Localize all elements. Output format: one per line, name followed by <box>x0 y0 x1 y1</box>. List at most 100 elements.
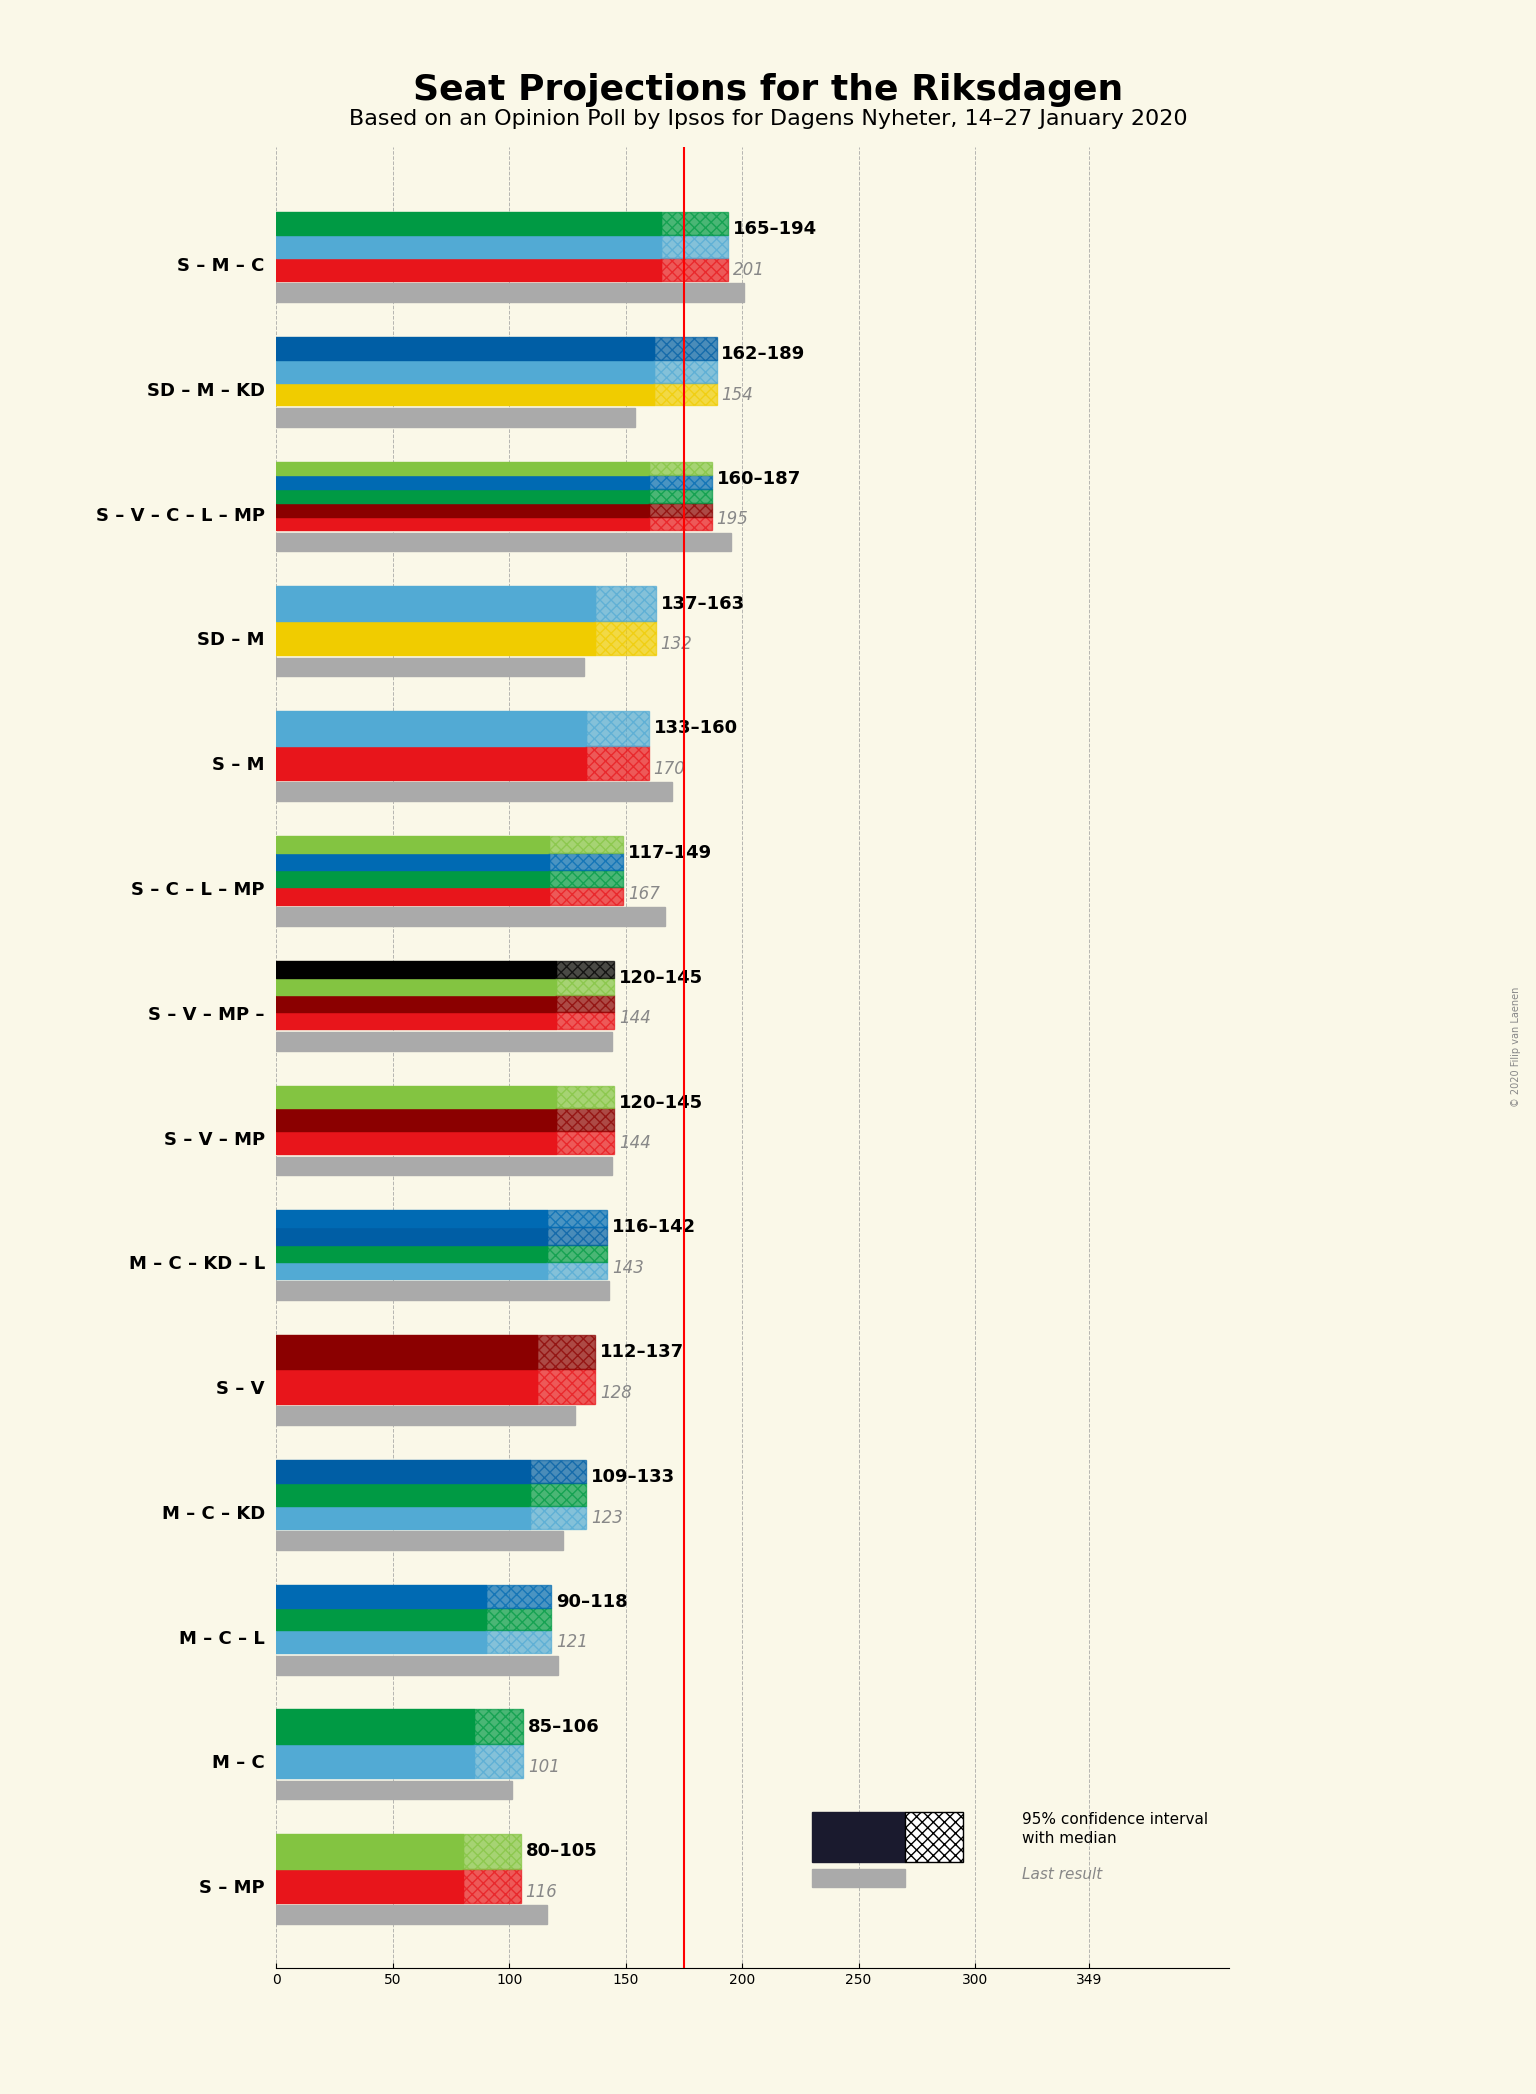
Text: 201: 201 <box>733 262 765 279</box>
Bar <box>276 1282 610 1300</box>
Bar <box>547 1227 607 1244</box>
Bar <box>485 1631 551 1654</box>
Bar <box>530 1460 587 1483</box>
Bar <box>276 1483 530 1506</box>
Bar <box>650 503 711 517</box>
Bar <box>538 1336 596 1369</box>
Bar <box>276 408 634 427</box>
Bar <box>276 907 665 926</box>
Bar <box>556 1085 614 1108</box>
Bar <box>276 517 650 530</box>
Bar <box>276 490 650 503</box>
Bar <box>538 1369 596 1403</box>
Text: 80–105: 80–105 <box>525 1843 598 1859</box>
Bar <box>276 978 556 995</box>
Text: S – M – C: S – M – C <box>178 258 264 274</box>
Bar <box>276 1336 538 1369</box>
Bar <box>276 1585 485 1608</box>
Bar <box>276 1263 547 1279</box>
Bar <box>276 1608 485 1631</box>
Bar <box>276 995 556 1011</box>
Bar <box>462 1868 521 1903</box>
Text: 133–160: 133–160 <box>654 720 737 737</box>
Bar <box>530 1483 587 1506</box>
Text: 85–106: 85–106 <box>528 1717 599 1736</box>
Text: SD – M: SD – M <box>197 632 264 649</box>
Text: S – V: S – V <box>217 1380 264 1399</box>
Bar <box>548 836 624 852</box>
Bar <box>596 586 656 620</box>
Text: with median: with median <box>1021 1830 1117 1847</box>
Bar <box>475 1744 524 1778</box>
Bar <box>660 235 728 258</box>
Bar <box>276 1531 562 1550</box>
Bar <box>276 1656 558 1675</box>
Text: 123: 123 <box>591 1508 622 1527</box>
Bar <box>587 712 650 745</box>
Bar <box>556 995 614 1011</box>
Text: 137–163: 137–163 <box>660 595 745 614</box>
Bar <box>276 235 660 258</box>
Bar <box>475 1709 524 1744</box>
Bar <box>276 1369 538 1403</box>
Text: Last result: Last result <box>1021 1868 1101 1883</box>
Bar <box>547 1244 607 1263</box>
Text: SD – M – KD: SD – M – KD <box>147 381 264 400</box>
Bar <box>485 1608 551 1631</box>
Bar <box>276 783 673 802</box>
Text: 117–149: 117–149 <box>628 844 713 863</box>
Bar <box>276 1156 611 1175</box>
Bar <box>587 745 650 779</box>
Bar <box>276 1709 475 1744</box>
Bar <box>654 360 717 383</box>
Text: 170: 170 <box>654 760 685 777</box>
Bar <box>276 712 587 745</box>
Bar <box>276 1085 556 1108</box>
Text: 116–142: 116–142 <box>611 1219 696 1235</box>
Bar <box>276 1631 485 1654</box>
Bar <box>276 532 731 551</box>
Bar <box>556 1108 614 1131</box>
Bar <box>905 1813 963 1862</box>
Text: 154: 154 <box>722 385 753 404</box>
Text: S – M: S – M <box>212 756 264 775</box>
Bar <box>276 745 587 779</box>
Bar <box>276 1868 462 1903</box>
Text: 90–118: 90–118 <box>556 1594 628 1610</box>
Text: 162–189: 162–189 <box>722 346 805 362</box>
Bar <box>276 503 650 517</box>
Bar <box>556 1011 614 1030</box>
Bar <box>276 1780 511 1799</box>
Bar <box>276 1244 547 1263</box>
Text: S – V – MP –: S – V – MP – <box>149 1005 264 1024</box>
Bar <box>660 258 728 281</box>
Text: Based on an Opinion Poll by Ipsos for Dagens Nyheter, 14–27 January 2020: Based on an Opinion Poll by Ipsos for Da… <box>349 109 1187 130</box>
Bar <box>548 871 624 888</box>
Text: M – C – KD: M – C – KD <box>161 1506 264 1522</box>
Bar <box>276 211 660 235</box>
Text: 112–137: 112–137 <box>601 1342 684 1361</box>
Bar <box>650 475 711 490</box>
Bar <box>276 360 654 383</box>
Text: 120–145: 120–145 <box>619 970 703 986</box>
Bar <box>276 658 584 676</box>
Bar <box>276 1744 475 1778</box>
Text: M – C: M – C <box>212 1755 264 1772</box>
Text: 165–194: 165–194 <box>733 220 817 239</box>
Bar <box>276 1506 530 1529</box>
Bar <box>654 383 717 406</box>
Text: 101: 101 <box>528 1759 559 1776</box>
Text: Seat Projections for the Riksdagen: Seat Projections for the Riksdagen <box>413 73 1123 107</box>
Text: 116: 116 <box>525 1883 558 1901</box>
Text: 160–187: 160–187 <box>717 469 800 488</box>
Text: 167: 167 <box>628 884 660 903</box>
Bar <box>276 337 654 360</box>
Text: S – V – MP: S – V – MP <box>164 1131 264 1148</box>
Text: 132: 132 <box>660 634 693 653</box>
Text: S – C – L – MP: S – C – L – MP <box>132 882 264 898</box>
Bar <box>276 871 548 888</box>
Bar <box>556 1131 614 1154</box>
Text: 95% confidence interval: 95% confidence interval <box>1021 1813 1207 1828</box>
Bar <box>276 1407 574 1424</box>
Bar <box>276 586 596 620</box>
